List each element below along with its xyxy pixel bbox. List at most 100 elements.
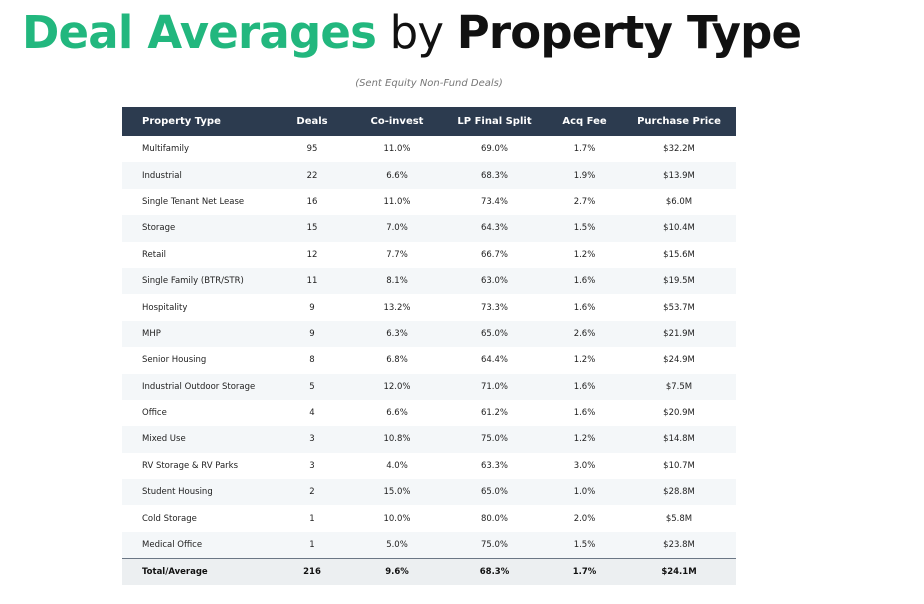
cell-deals: 3 bbox=[309, 434, 315, 445]
column-header-lp-final-split: LP Final Split bbox=[457, 116, 532, 127]
cell-acq-fee: 2.6% bbox=[573, 328, 596, 339]
cell-purchase-price: $14.8M bbox=[663, 434, 695, 445]
cell-co-invest: 11.0% bbox=[383, 196, 411, 207]
total-cell-co-invest: 9.6% bbox=[385, 566, 409, 577]
column-header-purchase-price: Purchase Price bbox=[637, 116, 721, 127]
cell-co-invest: 7.7% bbox=[386, 249, 408, 260]
table-body: Multifamily 95 11.0% 69.0% 1.7% $32.2M Industr… bbox=[122, 136, 736, 559]
cell-co-invest: 5.0% bbox=[386, 539, 408, 550]
cell-acq-fee: 1.2% bbox=[573, 434, 596, 445]
cell-property-type: Multifamily bbox=[142, 144, 190, 155]
cell-purchase-price: $53.7M bbox=[663, 302, 695, 313]
cell-co-invest: 6.6% bbox=[386, 170, 408, 181]
cell-property-type: Storage bbox=[142, 223, 176, 234]
table-row: Office 4 6.6% 61.2% 1.6% $20.9M bbox=[122, 399, 736, 427]
cell-property-type: Student Housing bbox=[142, 487, 213, 498]
cell-property-type: Retail bbox=[142, 249, 167, 260]
cell-deals: 1 bbox=[309, 513, 315, 524]
cell-property-type: Industrial Outdoor Storage bbox=[142, 381, 256, 392]
cell-purchase-price: $21.9M bbox=[663, 328, 695, 339]
page-title: Deal Averages by Property Type bbox=[22, 4, 802, 62]
cell-co-invest: 8.1% bbox=[386, 276, 408, 287]
total-cell-property-type: Total/Average bbox=[142, 566, 208, 577]
table-row: Student Housing 2 15.0% 65.0% 1.0% $28.8M bbox=[122, 479, 736, 506]
title-connector: by bbox=[376, 6, 457, 59]
cell-deals: 22 bbox=[306, 170, 318, 181]
cell-deals: 9 bbox=[309, 302, 315, 313]
cell-purchase-price: $23.8M bbox=[663, 539, 695, 550]
cell-acq-fee: 3.0% bbox=[573, 460, 596, 471]
cell-purchase-price: $10.4M bbox=[663, 223, 695, 234]
cell-lp-final-split: 73.4% bbox=[480, 196, 508, 207]
total-cell-deals: 216 bbox=[303, 566, 321, 577]
cell-purchase-price: $20.9M bbox=[663, 408, 695, 419]
cell-property-type: Cold Storage bbox=[142, 513, 197, 524]
table-row: Industrial 22 6.6% 68.3% 1.9% $13.9M bbox=[122, 162, 736, 189]
cell-acq-fee: 1.6% bbox=[573, 302, 596, 313]
cell-deals: 15 bbox=[306, 223, 318, 234]
table-row: Retail 12 7.7% 66.7% 1.2% $15.6M bbox=[122, 241, 736, 268]
cell-property-type: RV Storage & RV Parks bbox=[142, 460, 239, 471]
cell-lp-final-split: 66.7% bbox=[480, 249, 508, 260]
table-row: Hospitality 9 13.2% 73.3% 1.6% $53.7M bbox=[122, 294, 736, 321]
table-row: Mixed Use 3 10.8% 75.0% 1.2% $14.8M bbox=[122, 426, 736, 453]
table-row: Medical Office 1 5.0% 75.0% 1.5% $23.8M bbox=[122, 531, 736, 559]
cell-co-invest: 6.6% bbox=[386, 408, 408, 419]
cell-lp-final-split: 71.0% bbox=[480, 381, 508, 392]
cell-lp-final-split: 75.0% bbox=[480, 539, 508, 550]
total-cell-purchase-price: $24.1M bbox=[661, 566, 697, 577]
cell-acq-fee: 1.5% bbox=[573, 539, 596, 550]
table-row: Industrial Outdoor Storage 5 12.0% 71.0% 1.6… bbox=[122, 373, 736, 400]
cell-acq-fee: 1.6% bbox=[573, 381, 596, 392]
cell-lp-final-split: 80.0% bbox=[480, 513, 508, 524]
title-emphasis: Property Type bbox=[456, 6, 802, 59]
cell-lp-final-split: 63.0% bbox=[480, 276, 508, 287]
cell-acq-fee: 1.9% bbox=[573, 170, 596, 181]
cell-purchase-price: $6.0M bbox=[665, 196, 693, 207]
cell-purchase-price: $15.6M bbox=[663, 249, 695, 260]
column-header-deals: Deals bbox=[296, 116, 328, 127]
cell-co-invest: 13.2% bbox=[383, 302, 411, 313]
cell-co-invest: 11.0% bbox=[383, 144, 411, 155]
cell-acq-fee: 1.2% bbox=[573, 249, 596, 260]
column-header-co-invest: Co-invest bbox=[370, 116, 424, 127]
cell-deals: 9 bbox=[309, 328, 315, 339]
cell-property-type: Single Family (BTR/STR) bbox=[142, 276, 244, 287]
table-row: MHP 9 6.3% 65.0% 2.6% $21.9M bbox=[122, 320, 736, 348]
cell-co-invest: 4.0% bbox=[386, 460, 408, 471]
column-header-acq-fee: Acq Fee bbox=[562, 116, 607, 127]
deal-averages-table: Property Type Deals Co-invest LP Final Spli… bbox=[122, 107, 736, 585]
table-row: Multifamily 95 11.0% 69.0% 1.7% $32.2M bbox=[122, 136, 736, 163]
cell-deals: 12 bbox=[306, 249, 318, 260]
table-row: Single Tenant Net Lease 16 11.0% 73.4% 2.7% $… bbox=[122, 188, 736, 216]
table-row: Cold Storage 1 10.0% 80.0% 2.0% $5.8M bbox=[122, 505, 736, 532]
cell-lp-final-split: 69.0% bbox=[480, 144, 508, 155]
table-row: RV Storage & RV Parks 3 4.0% 63.3% 3.0% $10.7… bbox=[122, 452, 736, 480]
table-row: Storage 15 7.0% 64.3% 1.5% $10.4M bbox=[122, 215, 736, 242]
cell-co-invest: 10.8% bbox=[383, 434, 411, 445]
cell-property-type: Medical Office bbox=[142, 539, 203, 550]
cell-acq-fee: 1.2% bbox=[573, 355, 596, 366]
cell-lp-final-split: 61.2% bbox=[480, 408, 508, 419]
cell-deals: 95 bbox=[306, 144, 318, 155]
cell-acq-fee: 1.6% bbox=[573, 276, 596, 287]
cell-deals: 8 bbox=[309, 355, 315, 366]
cell-lp-final-split: 63.3% bbox=[480, 460, 508, 471]
cell-acq-fee: 1.5% bbox=[573, 223, 596, 234]
cell-lp-final-split: 64.3% bbox=[480, 223, 508, 234]
cell-property-type: Hospitality bbox=[142, 302, 188, 313]
cell-purchase-price: $13.9M bbox=[663, 170, 695, 181]
total-cell-lp-final-split: 68.3% bbox=[479, 566, 510, 577]
cell-co-invest: 6.8% bbox=[386, 355, 408, 366]
cell-purchase-price: $24.9M bbox=[663, 355, 695, 366]
cell-deals: 16 bbox=[306, 196, 318, 207]
cell-property-type: Single Tenant Net Lease bbox=[142, 196, 245, 207]
cell-property-type: Senior Housing bbox=[142, 355, 207, 366]
cell-purchase-price: $19.5M bbox=[663, 276, 695, 287]
column-header-property-type: Property Type bbox=[142, 116, 221, 127]
cell-lp-final-split: 68.3% bbox=[480, 170, 508, 181]
total-cell-acq-fee: 1.7% bbox=[572, 566, 597, 577]
cell-purchase-price: $10.7M bbox=[663, 460, 695, 471]
cell-deals: 4 bbox=[309, 408, 315, 419]
cell-purchase-price: $5.8M bbox=[665, 513, 693, 524]
